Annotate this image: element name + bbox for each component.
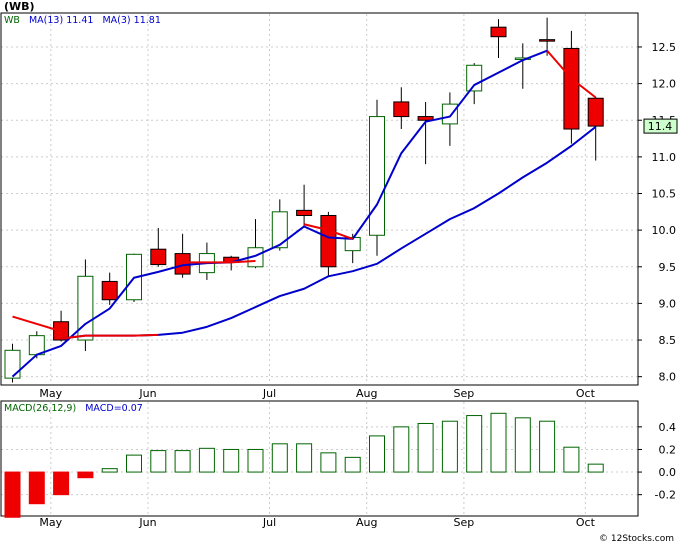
candle-up [369,116,385,236]
ma3-line [182,259,256,264]
candles [4,17,604,383]
macd-bar-negative [77,471,94,479]
macd-y-tick-label: 0.0 [659,466,677,479]
macd-x-tick-label: Jun [138,516,156,529]
candle-down [417,116,434,121]
macd-x-tick-label: Sep [454,516,475,529]
ma3-line [303,223,354,240]
macd-bar-positive [369,435,385,473]
ma3-line [12,315,62,333]
macd-y-tick-label: -0.2 [655,489,676,502]
candle-down [393,101,410,118]
macd-x-tick-label: May [39,516,62,529]
candle-down [587,97,604,127]
candle-up [466,64,483,92]
price-x-tick-label: Sep [454,387,475,400]
macd-bar-positive [150,450,167,473]
chart-title: (WB) [4,0,35,13]
price-y-tick-label: 12.0 [652,78,677,91]
macd-bar-positive [174,450,191,473]
macd-bar-positive [126,454,142,473]
macd-bar-positive [490,412,507,473]
legend-ma3-value: 11.81 [133,15,161,26]
price-y-tick-label: 12.5 [652,41,677,54]
price-y-tick-label: 10.0 [652,224,677,237]
macd-bar-positive [441,420,458,473]
macd-x-tick-label: Aug [356,516,377,529]
macd-bar-negative [53,471,70,496]
price-y-axis: 8.08.59.09.510.010.511.011.512.012.5 [638,41,676,384]
legend-ma3-label: MA(3) [102,15,131,26]
candle-up [77,275,94,341]
credit-text: © 12Stocks.com [599,534,674,544]
macd-bar-positive [101,468,118,473]
macd-y-axis: -0.2 0.0 0.2 0.4 [638,421,676,502]
price-x-tick-label: May [39,387,62,400]
macd-bar-positive [223,448,240,473]
macd-bar-positive [271,443,288,473]
candle-down [490,26,507,38]
price-x-tick-label: Aug [356,387,377,400]
candle-up [4,349,21,379]
price-legend: WB MA(13) 11.41 MA(3) 11.81 [4,15,161,26]
macd-bar-positive [320,452,337,473]
macd-bars [4,412,604,518]
price-y-tick-label: 8.5 [659,334,677,347]
ma13-line [11,49,548,378]
candle-down [539,39,556,42]
macd-y-tick-label: 0.2 [659,443,677,456]
macd-x-tick-label: Oct [576,516,596,529]
macd-bar-negative [28,471,45,505]
macd-bar-positive [539,420,556,473]
macd-legend: MACD(26,12,9) MACD=0.07 [4,403,143,414]
macd-y-tick-label: 0.4 [659,421,677,434]
price-x-tick-label: Oct [576,387,596,400]
macd-panel-frame [0,400,639,517]
price-y-tick-label: 9.0 [659,297,677,310]
candle-down [320,214,337,268]
price-y-tick-label: 11.0 [652,151,677,164]
price-grid [1,14,638,384]
macd-bar-positive [198,447,215,473]
last-price-tag-box [643,118,678,134]
last-price-tag-label: 11.4 [648,120,673,133]
ma3-line [60,333,159,340]
last-price-tag: 11.4 [643,118,678,134]
macd-bar-positive [344,456,361,473]
candle-up [271,211,288,249]
price-y-tick-label: 8.0 [659,371,677,384]
macd-bar-negative [4,471,21,518]
macd-x-axis: May Jun Jul Aug Sep Oct [39,516,595,529]
candle-down [150,248,167,266]
price-x-tick-label: Jul [262,387,276,400]
macd-bar-positive [514,417,531,473]
macd-bar-positive [563,446,580,473]
macd-bar-positive [247,448,264,473]
legend-ticker: WB [4,15,20,26]
moving-average-lines [11,49,597,378]
price-x-axis: May Jun Jul Aug Sep Oct [39,387,595,400]
price-y-tick-label: 9.5 [659,261,677,274]
price-y-tick-label: 10.5 [652,188,677,201]
candle-down [101,280,118,301]
price-panel-frame [0,12,639,386]
macd-bar-positive [466,415,483,473]
candle-up [441,103,458,125]
macd-bar-positive [393,426,410,473]
macd-params-label: MACD(26,12,9) [4,403,77,414]
legend-ma13-value: 11.41 [66,15,94,26]
legend-ma13-label: MA(13) [28,15,64,26]
macd-bar-positive [296,443,313,473]
macd-x-tick-label: Jul [262,516,276,529]
candle-down [563,47,580,130]
candle-down [296,209,313,216]
price-x-tick-label: Jun [138,387,156,400]
ma3-line [546,49,597,99]
macd-value-label: MACD=0.07 [85,403,143,414]
macd-bar-positive [587,463,604,473]
macd-bar-positive [417,422,434,473]
